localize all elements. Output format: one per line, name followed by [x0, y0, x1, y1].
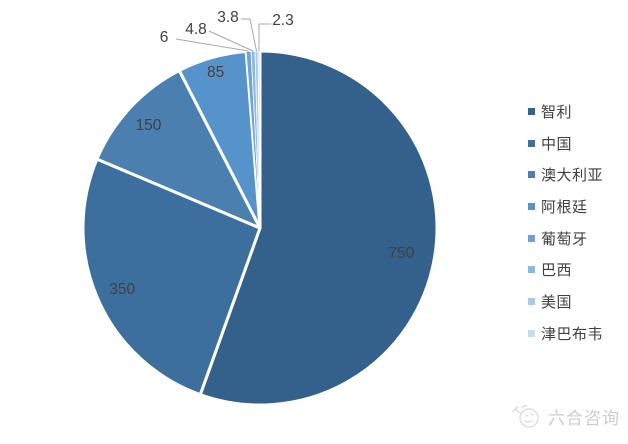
slice-value-label-outside: 6	[160, 29, 169, 46]
pie-slice-2	[95, 68, 262, 230]
legend-label: 智利	[541, 104, 573, 121]
goat-logo-icon	[512, 405, 539, 428]
legend-marker-icon	[528, 139, 535, 147]
legend-item-australia: 澳大利亚	[528, 164, 603, 185]
slice-value-label: 350	[109, 281, 135, 298]
pie-slice-1	[81, 157, 262, 397]
leader-line	[258, 23, 271, 51]
legend-marker-icon	[528, 203, 535, 211]
pie-slice-7	[257, 50, 261, 229]
legend-item-chile: 智利	[528, 101, 603, 122]
slice-value-label: 150	[136, 117, 162, 134]
legend-label: 美国	[541, 294, 573, 312]
legend-label: 葡萄牙	[541, 230, 588, 248]
legend-marker-icon	[528, 298, 535, 306]
legend-item-zimbabwe: 津巴布韦	[528, 323, 603, 344]
watermark: 六合咨询	[510, 400, 620, 432]
slice-value-label-outside: 2.3	[272, 12, 294, 29]
legend-item-brazil: 巴西	[528, 259, 603, 280]
slice-value-label: 750	[388, 245, 414, 262]
leader-line	[241, 18, 257, 52]
legend-label: 阿根廷	[541, 199, 588, 217]
legend-marker-icon	[528, 108, 535, 115]
slice-value-label-outside: 3.8	[217, 9, 239, 26]
watermark-text: 六合咨询	[548, 408, 620, 428]
legend-marker-icon	[528, 266, 535, 274]
legend-item-china: 中国	[528, 133, 603, 154]
legend-label: 津巴布韦	[541, 325, 604, 343]
legend-marker-icon	[528, 234, 535, 242]
legend-item-portugal: 葡萄牙	[528, 228, 603, 249]
slice-value-label-outside: 4.8	[185, 21, 207, 38]
legend-label: 中国	[541, 135, 573, 153]
pie-slice-0	[198, 49, 439, 407]
legend-item-usa: 美国	[528, 291, 603, 312]
slice-value-label: 85	[207, 64, 224, 81]
leader-line	[175, 38, 249, 52]
leader-line	[208, 30, 254, 52]
legend: 智利 中国 澳大利亚 阿根廷 葡萄牙 巴西 美国 津巴布韦	[528, 101, 603, 355]
legend-label: 巴西	[541, 262, 573, 280]
legend-label: 澳大利亚	[541, 167, 604, 185]
legend-marker-icon	[528, 171, 535, 179]
legend-marker-icon	[528, 329, 535, 337]
legend-item-argentina: 阿根廷	[528, 196, 603, 217]
